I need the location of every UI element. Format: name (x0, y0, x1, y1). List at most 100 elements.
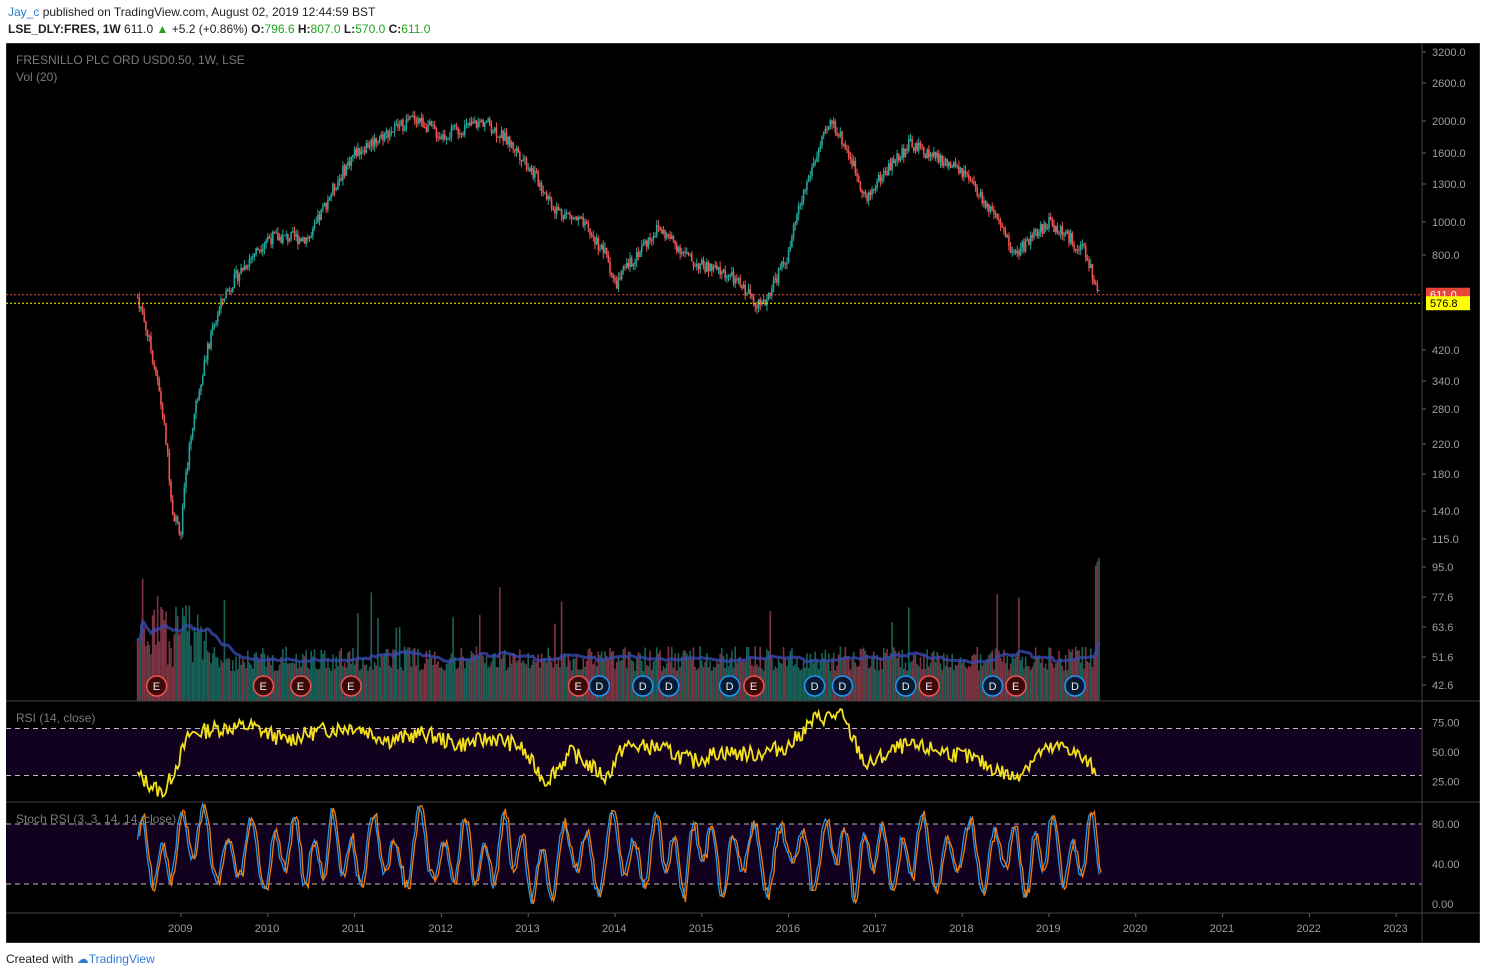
candle-body (352, 155, 354, 158)
candle-body (1046, 228, 1049, 230)
candle-body (270, 238, 272, 245)
volume-bar (442, 669, 444, 701)
volume-bar (1048, 647, 1050, 701)
candle-body (844, 143, 847, 150)
candle-body (624, 266, 626, 268)
volume-bar (440, 666, 443, 701)
event-marker-label: D (811, 681, 819, 693)
candle-body (794, 223, 797, 226)
price-tick-label: 2600.0 (1432, 78, 1466, 90)
volume-bar (455, 669, 458, 701)
volume-bar (587, 649, 590, 701)
candle-body (687, 252, 690, 254)
volume-bar (549, 656, 551, 701)
volume-bar (417, 648, 419, 701)
candle-body (923, 147, 925, 154)
candle-body (213, 324, 216, 326)
volume-bar (709, 660, 711, 701)
volume-bar (195, 632, 197, 701)
price-axis[interactable]: 3200.0 2600.0 2000.0 1600.0 1300.0 1000.0 800.… (6, 47, 1470, 692)
event-marker-label: D (595, 681, 603, 693)
volume-bar (954, 664, 957, 701)
volume-bar (554, 623, 556, 701)
volume-bar (408, 647, 411, 701)
price-pane[interactable] (136, 110, 1100, 540)
candle-body (478, 121, 481, 123)
candle-body (509, 136, 511, 147)
volume-bar (190, 645, 192, 701)
candle-body (355, 148, 358, 157)
candle-body (375, 137, 378, 143)
candle-body (642, 243, 645, 246)
volume-bar (998, 650, 1000, 701)
candle-body (315, 222, 318, 224)
candle-body (485, 121, 488, 123)
candle-body (984, 200, 987, 208)
candle-body (140, 306, 142, 309)
candle-body (1004, 231, 1007, 238)
volume-bar (482, 655, 484, 701)
candle-body (136, 297, 139, 299)
open-value: 796.6 (264, 22, 295, 36)
volume-bar (877, 670, 880, 701)
candle-body (964, 170, 967, 174)
candle-body (594, 237, 596, 245)
candle-body (165, 422, 167, 445)
volume-bar (707, 667, 710, 701)
candle-body (1051, 220, 1054, 226)
candle-body (216, 315, 219, 322)
volume-bar (305, 649, 307, 701)
volume-bar (188, 605, 191, 701)
candle-body (246, 266, 249, 269)
candle-body (1013, 250, 1015, 252)
volume-bar (412, 648, 414, 701)
volume-bar (949, 666, 952, 701)
candle-body (1043, 223, 1045, 234)
candle-body (515, 147, 518, 152)
candle-body (195, 401, 197, 414)
candle-body (505, 132, 508, 145)
candle-body (981, 192, 984, 204)
volume-bar (238, 656, 241, 701)
volume-bar (652, 661, 655, 701)
candle-body (876, 181, 878, 188)
volume-bar (320, 649, 323, 701)
tradingview-link[interactable]: TradingView (88, 952, 155, 966)
volume-bar (400, 667, 403, 701)
volume-bar (624, 647, 626, 701)
volume-bar (1096, 561, 1099, 701)
volume-bar (948, 667, 950, 701)
volume-bar (968, 666, 970, 701)
candle-body (146, 330, 149, 337)
time-axis[interactable]: 2009 2010 2011 2012 2013 2014 2015 2016 2017 2018… (168, 913, 1408, 935)
candle-body (669, 234, 671, 239)
volume-bar (622, 649, 625, 701)
price-tick-label: 180.0 (1432, 469, 1460, 481)
candle-body (188, 444, 191, 468)
price-tick-label: 51.6 (1432, 652, 1453, 664)
candle-body (662, 229, 665, 234)
candle-body (440, 136, 443, 140)
candle-body (627, 262, 630, 268)
author-link[interactable]: Jay_c (8, 5, 40, 19)
rsi-pane[interactable]: 75.00 50.00 25.00 (6, 707, 1460, 799)
candle-body (333, 183, 336, 191)
earnings-marker-icon (567, 675, 590, 697)
candle-body (530, 167, 533, 172)
volume-bar (402, 670, 404, 701)
volume-bar (866, 654, 868, 701)
stoch-rsi-pane[interactable]: 80.00 40.00 0.00 (6, 801, 1460, 911)
candle-body (211, 325, 214, 331)
volume-bar (312, 656, 314, 701)
candle-body (287, 234, 289, 242)
chart-area[interactable]: E E E E E D D D D E D D D E D E D 75.00 50.00 25.00 80.00 4… (6, 43, 1480, 943)
event-marker-label: E (297, 681, 304, 693)
volume-bar (806, 653, 808, 701)
candle-body (762, 299, 765, 302)
event-marker-label: E (1012, 681, 1019, 693)
volume-bar (510, 663, 513, 701)
candle-body (767, 293, 770, 300)
change-value: +5.2 (+0.86%) (171, 22, 248, 36)
last-price: 611.0 (124, 22, 154, 36)
